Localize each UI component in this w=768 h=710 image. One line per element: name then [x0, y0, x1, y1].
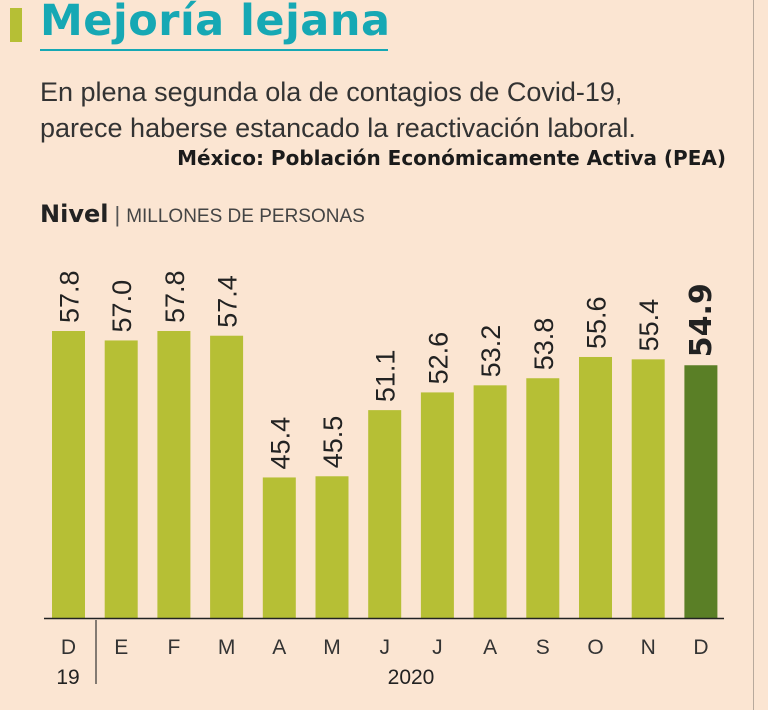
x-tick-label: O	[587, 636, 603, 659]
title-underline	[40, 49, 388, 51]
bar	[262, 477, 296, 618]
bar-value-label: 57.8	[160, 270, 190, 323]
subtitle: En plena segunda ola de contagios de Cov…	[40, 74, 740, 146]
bar-value-label: 57.0	[107, 280, 137, 333]
bar-value-label: 57.4	[213, 275, 243, 328]
bar	[368, 410, 402, 618]
bar	[315, 476, 349, 618]
year-label-2019: 19	[56, 666, 79, 689]
units-label: MILLONES DE PERSONAS	[126, 206, 365, 227]
y-axis-label: Nivel | MILLONES DE PERSONAS	[40, 200, 365, 228]
x-tick-label: E	[114, 636, 128, 659]
year-label-2020: 2020	[388, 666, 435, 689]
x-tick-label: A	[272, 636, 286, 659]
chart-title: Mejoría lejana	[40, 0, 391, 46]
x-tick-label: S	[536, 636, 550, 659]
right-rule	[753, 0, 754, 710]
label-separator: |	[114, 202, 121, 227]
bar	[157, 331, 191, 618]
bar-value-label: 54.9	[684, 283, 719, 357]
accent-bar	[10, 8, 22, 42]
bar-value-label: 51.1	[371, 350, 401, 403]
bar-value-label: 55.6	[582, 296, 612, 349]
bar	[420, 392, 454, 618]
x-tick-label: M	[218, 636, 236, 659]
x-tick-label: N	[641, 636, 656, 659]
subtitle-line-1: En plena segunda ola de contagios de Cov…	[40, 77, 623, 107]
bar-value-label: 45.4	[265, 417, 295, 470]
bar	[684, 365, 718, 618]
bar	[210, 335, 244, 618]
chart-heading: México: Población Económicamente Activa …	[177, 146, 726, 170]
bar	[52, 331, 85, 618]
x-tick-label: D	[693, 636, 708, 659]
bar	[631, 359, 665, 618]
bar	[104, 340, 138, 618]
bar	[579, 356, 612, 618]
x-tick-label: D	[61, 636, 76, 659]
x-tick-label: A	[483, 636, 497, 659]
bar-value-label: 53.2	[476, 325, 506, 378]
x-tick-label: J	[379, 636, 390, 659]
bar-value-label: 52.6	[423, 332, 453, 385]
bar-value-label: 45.5	[318, 416, 348, 469]
subtitle-line-2: parece haberse estancado la reactivación…	[40, 113, 636, 143]
x-tick-label: M	[323, 636, 341, 659]
bar	[526, 378, 560, 618]
x-tick-label: J	[432, 636, 443, 659]
x-tick-label: F	[167, 636, 180, 659]
bar	[473, 385, 507, 618]
bar-value-label: 53.8	[529, 318, 559, 371]
bar-value-label: 55.4	[634, 299, 664, 352]
level-label: Nivel	[40, 200, 109, 228]
bar-value-label: 57.8	[55, 270, 85, 323]
